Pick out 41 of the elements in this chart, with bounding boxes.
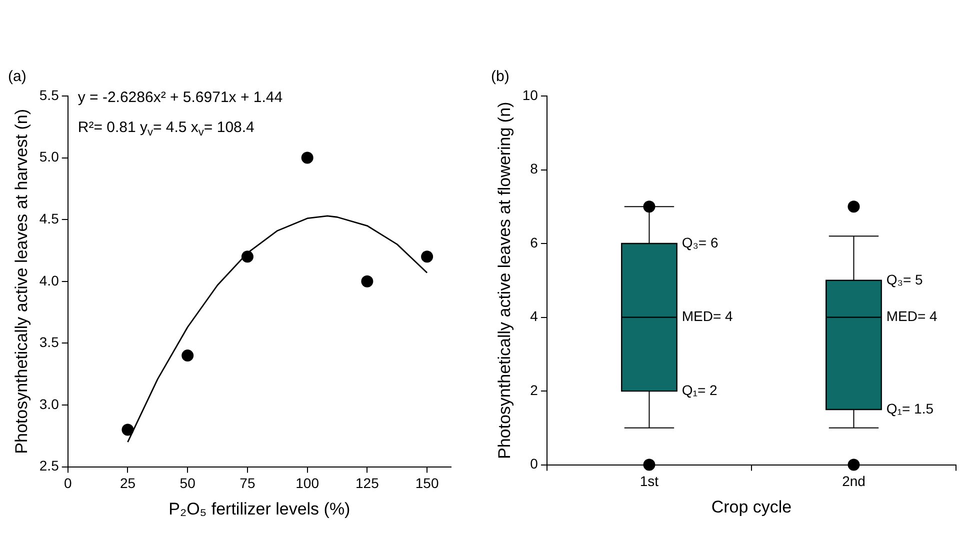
- y-tick-label: 3.5: [39, 334, 60, 350]
- y-tick-label: 4.5: [39, 210, 60, 226]
- y-axis-title: Photosynthetically active leaves at flowering (n): [494, 102, 514, 459]
- y-axis-title: Photosynthetically active leaves at harvest (n): [12, 108, 31, 454]
- y-tick-label: 3.0: [39, 396, 60, 412]
- y-tick-label: 8: [530, 160, 538, 177]
- annotation: Q₃= 6: [682, 234, 718, 250]
- x-tick-label: 75: [240, 475, 256, 492]
- x-axis-title: P₂O₅ fertilizer levels (%): [168, 499, 350, 518]
- y-tick-label: 5.5: [39, 86, 60, 103]
- x-tick-label: 125: [356, 475, 380, 492]
- x-tick-label: 0: [64, 475, 72, 492]
- annotation: Q₁= 1.5: [886, 400, 934, 416]
- annotation: MED= 4: [682, 308, 734, 324]
- y-tick-label: 0: [530, 456, 538, 472]
- point: [361, 275, 374, 288]
- point: [182, 350, 194, 362]
- x-tick-label: 150: [415, 475, 439, 492]
- annotation: Q₁= 2: [682, 382, 718, 398]
- chart-title: (a): [8, 68, 26, 86]
- x-tick-label: 1st: [640, 473, 659, 490]
- x-tick-label: 50: [180, 475, 196, 492]
- annotation: y = -2.6286x² + 5.6971x + 1.44: [78, 89, 283, 106]
- point: [301, 152, 314, 164]
- y-tick-label: 4.0: [39, 272, 60, 288]
- chart-title: (b): [491, 68, 510, 86]
- point: [241, 250, 254, 263]
- y-tick-label: 2: [530, 382, 538, 398]
- x-axis-title: Crop cycle: [711, 497, 792, 516]
- annotation: Q₃= 5: [886, 271, 924, 288]
- x-tick-label: 100: [296, 475, 320, 492]
- y-tick-label: 5.0: [39, 148, 60, 165]
- annotation: MED= 4: [886, 308, 938, 324]
- y-tick-label: 4: [530, 308, 538, 324]
- point: [421, 250, 434, 263]
- x-tick-label: 25: [120, 475, 136, 492]
- y-tick-label: 2.5: [39, 458, 60, 474]
- y-tick-label: 6: [530, 234, 538, 250]
- x-tick-label: 2nd: [842, 473, 866, 490]
- point: [122, 424, 134, 436]
- y-tick-label: 10: [522, 86, 538, 103]
